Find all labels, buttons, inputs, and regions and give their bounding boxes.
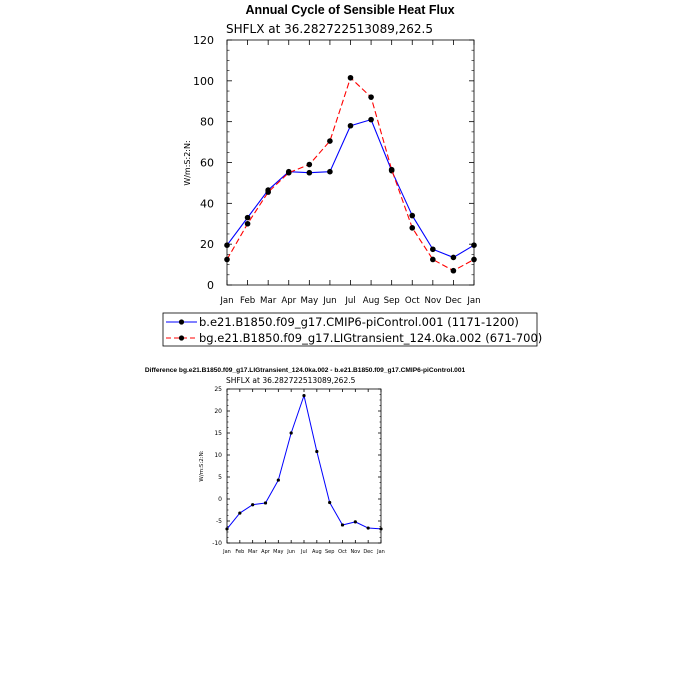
chart2-y-tick-label: 20 [214,408,222,415]
chart1-y-tick-label: 100 [193,75,214,88]
chart2-y-tick-label: -5 [216,518,222,525]
chart1-y-tick-label: 80 [200,116,214,129]
chart2-x-tick-label: Jan [222,549,231,555]
chart2-series-1-point [225,527,229,531]
chart2-y-tick-label: 25 [214,386,222,393]
chart1-y-tick-label: 120 [193,34,214,47]
chart1-x-tick-label: Apr [281,296,296,306]
chart1-x-tick-label: Jan [219,296,233,306]
chart2-x-tick-label: Oct [338,549,347,555]
chart2-plot-area: -10 -5 0 5 10 15 20 25 Jan Feb Mar Apr May Jun Jul Aug S… [212,386,385,555]
legend-label-series-2: bg.e21.B1850.f09_g17.LIGtransient_124.0k… [199,331,542,345]
chart1-y-axis-label: W/m:S:2:N: [183,140,192,185]
chart2-frame [226,388,382,544]
chart1-y-tick-label: 40 [200,197,214,210]
chart2-subtitle: SHFLX at 36.282722513089,262.5 [226,376,356,385]
chart1-series-2-point [224,256,230,263]
chart1-series-2-point [409,225,416,231]
chart2-x-tick-label: Feb [235,549,244,555]
chart2-x-tick-label: Sep [325,549,334,555]
chart1-x-tick-label: Jan [466,296,480,306]
chart2-y-tick-label: 10 [214,452,222,459]
chart2-x-tick-label: Jun [286,549,295,555]
chart2-x-tick-label: Mar [248,549,258,555]
chart2-series-1-point [302,394,306,398]
chart1-x-tick-label: Nov [424,296,441,306]
chart2-x-tick-label: Jul [300,549,307,555]
chart2-series-1-line [226,395,382,530]
chart1-x-tick-label: May [300,296,318,306]
chart1-series-2-point [285,169,292,176]
chart2-series-1-point [263,501,268,505]
chart1-series-2-point [388,166,395,173]
chart2-series-1-point [251,503,255,507]
chart2-series-1-point [340,523,345,527]
chart2-series-1-point [238,511,242,515]
chart2-series-1-point [353,520,357,524]
chart1-legend: b.e21.B1850.f09_g17.CMIP6-piControl.001 … [162,312,542,347]
chart1-series-2-point [368,94,374,100]
chart2-series-1-point [315,449,319,454]
chart1-series-2-point [265,189,271,195]
chart1-x-tick-label: Sep [384,296,400,306]
chart1-y-tick-label: 60 [200,156,214,169]
chart1-y-tick-label: 20 [200,238,214,251]
chart1-series-1-point [450,254,457,261]
legend-label-series-1: b.e21.B1850.f09_g17.CMIP6-piControl.001 … [199,315,519,329]
chart1-series-2-point [327,138,333,144]
chart1-series-2-point [306,161,313,168]
chart1-x-tick-label: Oct [405,296,420,306]
chart1-series-1-point [224,242,230,248]
legend-box [162,312,538,347]
chart1-series-1-point [471,242,477,248]
chart2-y-axis-label: W/m:S:2:N: [199,450,205,481]
chart1-series-1-point [430,246,436,253]
chart1-x-tick-label: Dec [445,296,462,306]
chart2-series-1-point [276,478,280,482]
chart1-series-1-point [409,212,416,219]
chart1-series-1-point [368,116,374,123]
chart2-x-tick-label: Jan [376,549,385,555]
chart2-y-tick-label: 5 [218,474,222,481]
chart2-y-tick-label: -10 [212,540,222,547]
chart1-plot-area: 0 20 40 60 80 100 120 Jan Feb Mar Apr May Jun Jul Aug S… [193,34,481,306]
chart2-series-1-point [328,500,332,505]
chart2-x-tick-label: Apr [261,549,271,555]
chart1-x-tick-label: Aug [363,296,380,306]
chart1-title: Annual Cycle of Sensible Heat Flux [245,3,454,17]
chart1-y-tick-label: 0 [207,279,214,292]
chart2-x-tick-label: Dec [363,549,373,555]
chart2-series-1-point [289,431,293,435]
chart2-y-tick-label: 0 [218,496,222,503]
chart1-series-2-point [450,267,457,274]
chart1-x-tick-label: Mar [260,296,277,306]
chart1-series-1-point [306,169,313,176]
chart1-series-2-point [471,256,477,263]
chart2-x-tick-label: Aug [312,549,322,555]
chart1-series-2-point [430,256,436,263]
chart2-title: Difference bg.e21.B1850.f09_g17.LIGtrans… [145,367,466,374]
chart2-series-1-point [379,527,383,531]
legend-marker-series-2 [178,335,185,341]
chart1-series-1-point [244,214,251,221]
chart2-x-tick-label: Nov [350,549,360,555]
chart1-x-tick-label: Jun [322,296,336,306]
chart1-x-tick-label: Feb [240,296,255,306]
chart2-y-tick-label: 15 [214,430,222,437]
chart1-series-2-point [347,74,354,81]
chart2-x-tick-label: May [273,549,283,555]
chart1-series-1-point [347,122,354,129]
chart1-series-1-line [226,119,475,258]
chart1-subtitle: SHFLX at 36.282722513089,262.5 [226,22,433,36]
chart1-series-2-point [244,220,251,227]
legend-marker-series-1 [178,319,185,325]
chart1-x-tick-label: Jul [344,296,355,306]
chart1-series-2-line [226,77,475,272]
chart1-series-1-point [327,168,333,175]
chart2-series-1-point [366,526,370,530]
